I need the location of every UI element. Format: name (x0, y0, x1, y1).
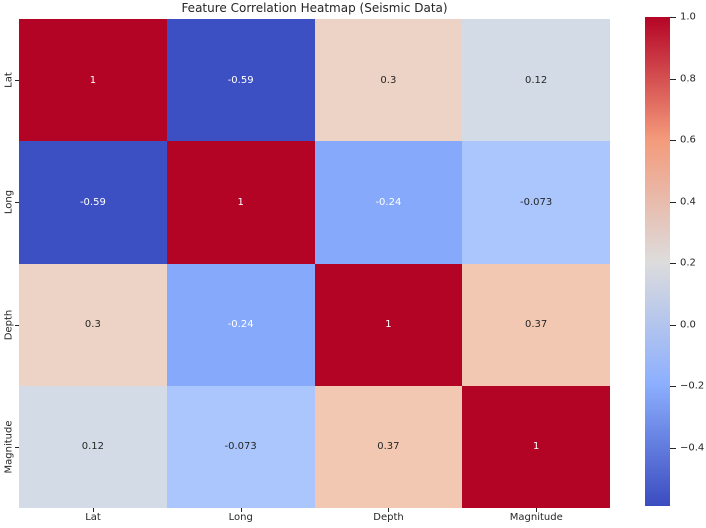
x-tick-mark (240, 508, 242, 512)
colorbar-tick-mark (670, 447, 676, 449)
y-tick-label-Lat: Lat (3, 72, 15, 88)
colorbar-tick-mark (670, 324, 676, 326)
colorbar-tick-mark (670, 386, 676, 388)
cell-value: 1 (385, 319, 392, 331)
heatmap-cell-Lat-Magnitude: 0.12 (462, 19, 610, 142)
heatmap-cell-Magnitude-Long: -0.073 (166, 385, 315, 508)
x-tick-label-Lat: Lat (85, 512, 101, 523)
cell-value: -0.24 (227, 319, 254, 331)
heatmap-cell-Long-Magnitude: -0.073 (462, 141, 610, 264)
colorbar-tick-label: 0.2 (680, 257, 696, 269)
heatmap-cell-Lat-Depth: 0.3 (314, 19, 463, 142)
y-tick-mark (15, 80, 19, 82)
colorbar-tick-label: 0.6 (680, 134, 696, 146)
heatmap-cell-Magnitude-Depth: 0.37 (314, 385, 463, 508)
colorbar-tick-label: −0.2 (680, 380, 705, 392)
heatmap-cell-Depth-Magnitude: 0.37 (462, 263, 610, 386)
cell-value: 1 (89, 74, 97, 86)
cell-value: -0.59 (79, 196, 106, 208)
heatmap-grid: 1 -0.59 0.3 0.12 -0.59 1 -0.24 -0.073 0.3 -0.24 1 0… (19, 19, 610, 508)
y-tick-mark (15, 324, 19, 326)
cell-value: 0.3 (380, 74, 397, 86)
x-tick-label-Long: Long (228, 512, 253, 523)
cell-value: -0.59 (227, 74, 254, 86)
cell-value: -0.24 (375, 196, 402, 208)
x-tick-mark (536, 508, 538, 512)
cell-value: -0.073 (224, 441, 257, 453)
cell-value: 0.37 (524, 319, 548, 331)
colorbar-tick-label: −0.4 (680, 442, 705, 454)
colorbar-tick-label: 0.0 (680, 319, 696, 331)
y-tick-label-Long: Long (3, 190, 15, 215)
colorbar-tick-label: 0.4 (680, 196, 696, 208)
colorbar-tick-label: 1.0 (680, 11, 696, 23)
colorbar (645, 17, 670, 506)
colorbar-tick-mark (670, 140, 676, 142)
cell-value: 0.3 (84, 319, 101, 331)
y-tick-label-Depth: Depth (3, 309, 15, 340)
cell-value: 1 (532, 441, 540, 453)
heatmap-cell-Magnitude-Lat: 0.12 (19, 385, 167, 508)
heatmap-cell-Long-Depth: -0.24 (314, 141, 463, 264)
heatmap-cell-Magnitude-Magnitude: 1 (462, 385, 610, 508)
heatmap-cell-Long-Long: 1 (166, 141, 315, 264)
heatmap-cell-Lat-Lat: 1 (19, 19, 167, 142)
colorbar-tick-mark (670, 78, 676, 80)
y-tick-mark (15, 202, 19, 204)
y-tick-mark (15, 446, 19, 448)
colorbar-tick-mark (670, 263, 676, 265)
cell-value: 0.37 (377, 441, 400, 453)
colorbar-tick-label: 0.8 (680, 73, 696, 84)
heatmap-cell-Long-Lat: -0.59 (19, 141, 167, 264)
x-tick-label-Magnitude: Magnitude (509, 512, 563, 523)
chart-title: Feature Correlation Heatmap (Seismic Dat… (181, 1, 448, 15)
cell-value: 1 (237, 196, 244, 208)
colorbar-tick-mark (670, 17, 676, 18)
heatmap-cell-Depth-Depth: 1 (314, 263, 463, 386)
heatmap-cell-Depth-Long: -0.24 (166, 263, 315, 386)
x-tick-mark (92, 508, 94, 512)
x-tick-label-Depth: Depth (373, 512, 404, 523)
cell-value: -0.073 (520, 196, 553, 208)
heatmap-cell-Lat-Long: -0.59 (166, 19, 315, 142)
heatmap-cell-Depth-Lat: 0.3 (19, 263, 167, 386)
colorbar-tick-mark (670, 201, 676, 203)
cell-value: 0.12 (524, 74, 548, 86)
y-tick-label-Magnitude: Magnitude (3, 420, 15, 474)
cell-value: 0.12 (81, 441, 104, 453)
x-tick-mark (388, 508, 390, 512)
